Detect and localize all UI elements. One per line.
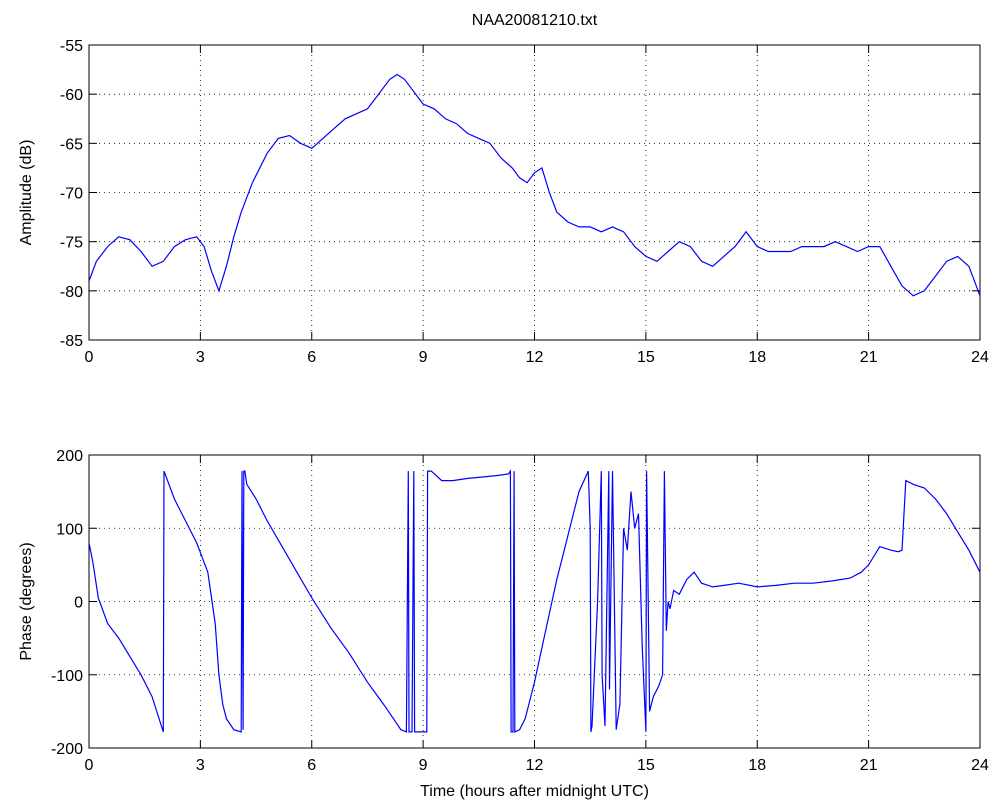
- amplitude-y-tick-label: -65: [60, 136, 83, 153]
- amplitude-x-tick-label: 3: [196, 349, 205, 366]
- amplitude-y-tick-label: -85: [60, 333, 83, 350]
- amplitude-y-tick-label: -55: [60, 38, 83, 55]
- amplitude-series-line: [88, 73, 981, 297]
- phase-y-tick-label: 0: [74, 595, 83, 612]
- amplitude-x-tick-label: 12: [526, 349, 544, 366]
- phase-y-tick-label: -100: [51, 668, 83, 685]
- amplitude-ticks: 0 3 6 9 12 15 18 21 24 -55 -60 -65 -70 -75 -80 -85: [60, 38, 989, 366]
- phase-y-axis-label: Phase (degrees): [18, 542, 35, 660]
- amplitude-grid: [89, 45, 980, 340]
- phase-y-tick-label: -200: [51, 741, 83, 758]
- phase-x-tick-label: 12: [526, 757, 544, 774]
- phase-x-tick-label: 3: [196, 757, 205, 774]
- amplitude-x-tick-label: 18: [748, 349, 766, 366]
- amplitude-chart-title: NAA20081210.txt: [472, 12, 598, 29]
- phase-ticks: 0 3 6 9 12 15 18 21 24 200 100 0 -100 -200: [51, 448, 989, 774]
- amplitude-x-tick-label: 21: [860, 349, 878, 366]
- phase-x-tick-label: 6: [307, 757, 316, 774]
- amplitude-x-tick-label: 15: [637, 349, 655, 366]
- amplitude-y-axis-label: Amplitude (dB): [18, 140, 35, 246]
- phase-x-tick-label: 15: [637, 757, 655, 774]
- phase-x-tick-label: 0: [85, 757, 94, 774]
- phase-y-tick-label: 100: [56, 521, 83, 538]
- phase-x-tick-label: 21: [860, 757, 878, 774]
- amplitude-y-tick-label: -70: [60, 186, 83, 203]
- amplitude-x-tick-label: 24: [971, 349, 989, 366]
- phase-x-tick-label: 24: [971, 757, 989, 774]
- phase-x-axis-label: Time (hours after midnight UTC): [420, 783, 649, 800]
- phase-y-tick-label: 200: [56, 448, 83, 465]
- amplitude-y-tick-label: -60: [60, 87, 83, 104]
- phase-x-tick-label: 18: [748, 757, 766, 774]
- phase-x-tick-label: 9: [419, 757, 428, 774]
- phase-grid: [89, 455, 980, 748]
- amplitude-y-tick-label: -80: [60, 284, 83, 301]
- amplitude-x-tick-label: 6: [307, 349, 316, 366]
- amplitude-x-tick-label: 9: [419, 349, 428, 366]
- phase-series-line: [88, 469, 981, 733]
- amplitude-y-tick-label: -75: [60, 235, 83, 252]
- amplitude-plot: 0 3 6 9 12 15 18 21 24 -55 -60 -65 -70 -75 -80 -85 NAA2…: [18, 12, 989, 366]
- amplitude-x-tick-label: 0: [85, 349, 94, 366]
- phase-plot: 0 3 6 9 12 15 18 21 24 200 100 0 -100 -200 Time (hour…: [18, 448, 989, 800]
